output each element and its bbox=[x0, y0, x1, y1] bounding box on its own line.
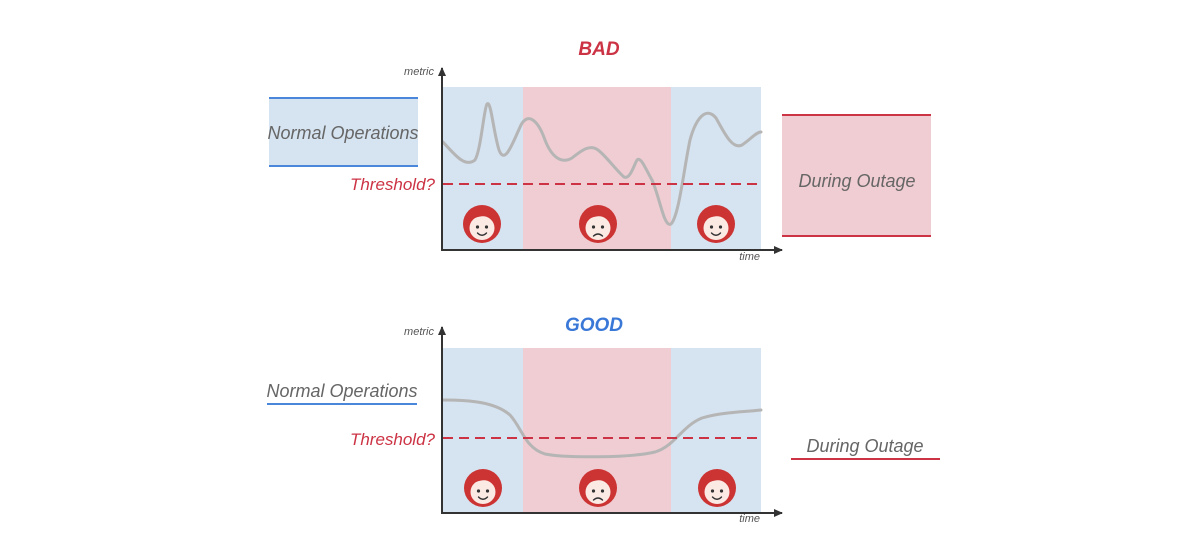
happy-face-icon bbox=[464, 469, 502, 507]
y-axis-label: metric bbox=[404, 66, 434, 78]
bad-panel: BAD Threshold? metric time Normal Operat… bbox=[267, 39, 931, 263]
threshold-label: Threshold? bbox=[350, 430, 436, 449]
sad-face-icon bbox=[579, 205, 617, 243]
normal-operations-box bbox=[269, 98, 418, 166]
happy-face-icon bbox=[698, 469, 736, 507]
metric-line bbox=[441, 398, 763, 459]
happy-face-icon bbox=[463, 205, 501, 243]
bad-title: BAD bbox=[578, 39, 619, 60]
y-axis-label: metric bbox=[404, 326, 434, 338]
good-panel: GOOD Threshold? metric time Normal Opera… bbox=[266, 315, 940, 525]
threshold-label: Threshold? bbox=[350, 175, 436, 194]
happy-face-icon bbox=[697, 205, 735, 243]
x-axis-label: time bbox=[739, 513, 760, 525]
good-title: GOOD bbox=[565, 315, 623, 336]
normal-operations-label: Normal Operations bbox=[266, 381, 417, 401]
x-axis-label: time bbox=[739, 251, 760, 263]
during-outage-label: During Outage bbox=[798, 171, 915, 191]
during-outage-label: During Outage bbox=[806, 436, 923, 456]
sad-face-icon bbox=[579, 469, 617, 507]
during-outage-box bbox=[782, 115, 931, 236]
metric-line bbox=[441, 102, 763, 226]
normal-operations-label: Normal Operations bbox=[267, 123, 418, 143]
